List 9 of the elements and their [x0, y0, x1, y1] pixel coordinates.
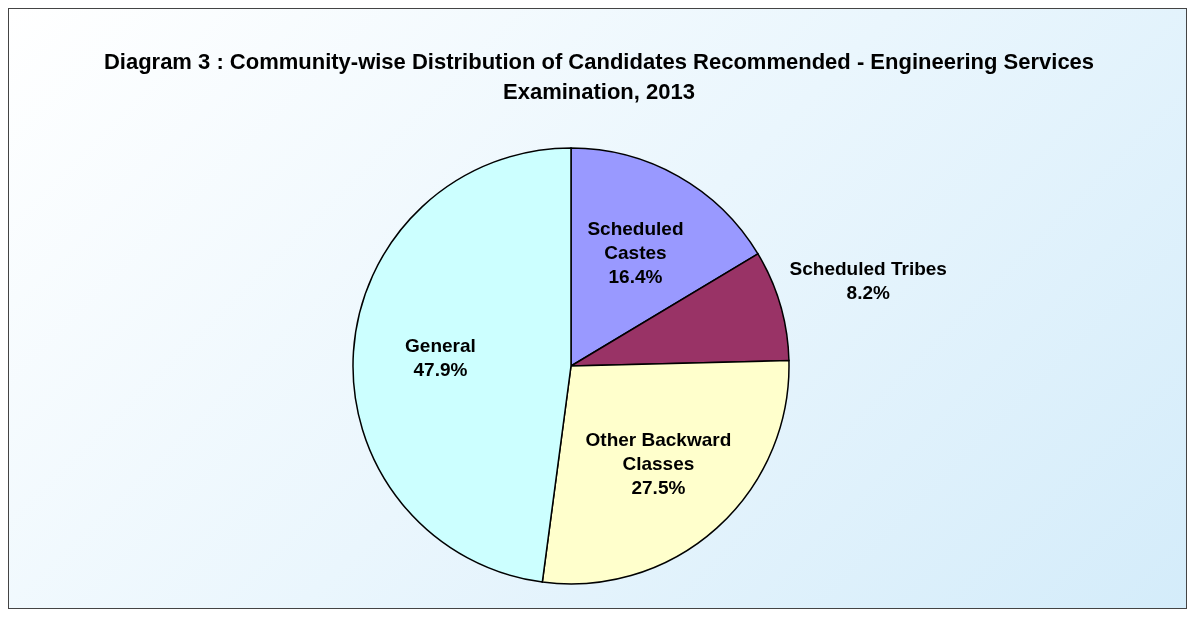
slice-label: Other Backward Classes	[585, 428, 732, 474]
chart-title: Diagram 3 : Community-wise Distribution of Candidates Recommended - Engineering Services Examination, 2013	[102, 48, 1096, 106]
slice-label: General	[405, 334, 476, 356]
slice-label: Scheduled Castes	[587, 217, 684, 263]
data-label: 16.4%	[608, 265, 663, 287]
slice-label: Scheduled Tribes	[789, 257, 947, 279]
data-label: 8.2%	[846, 281, 891, 303]
data-label: 47.9%	[413, 358, 468, 380]
data-label: 27.5%	[631, 476, 686, 498]
